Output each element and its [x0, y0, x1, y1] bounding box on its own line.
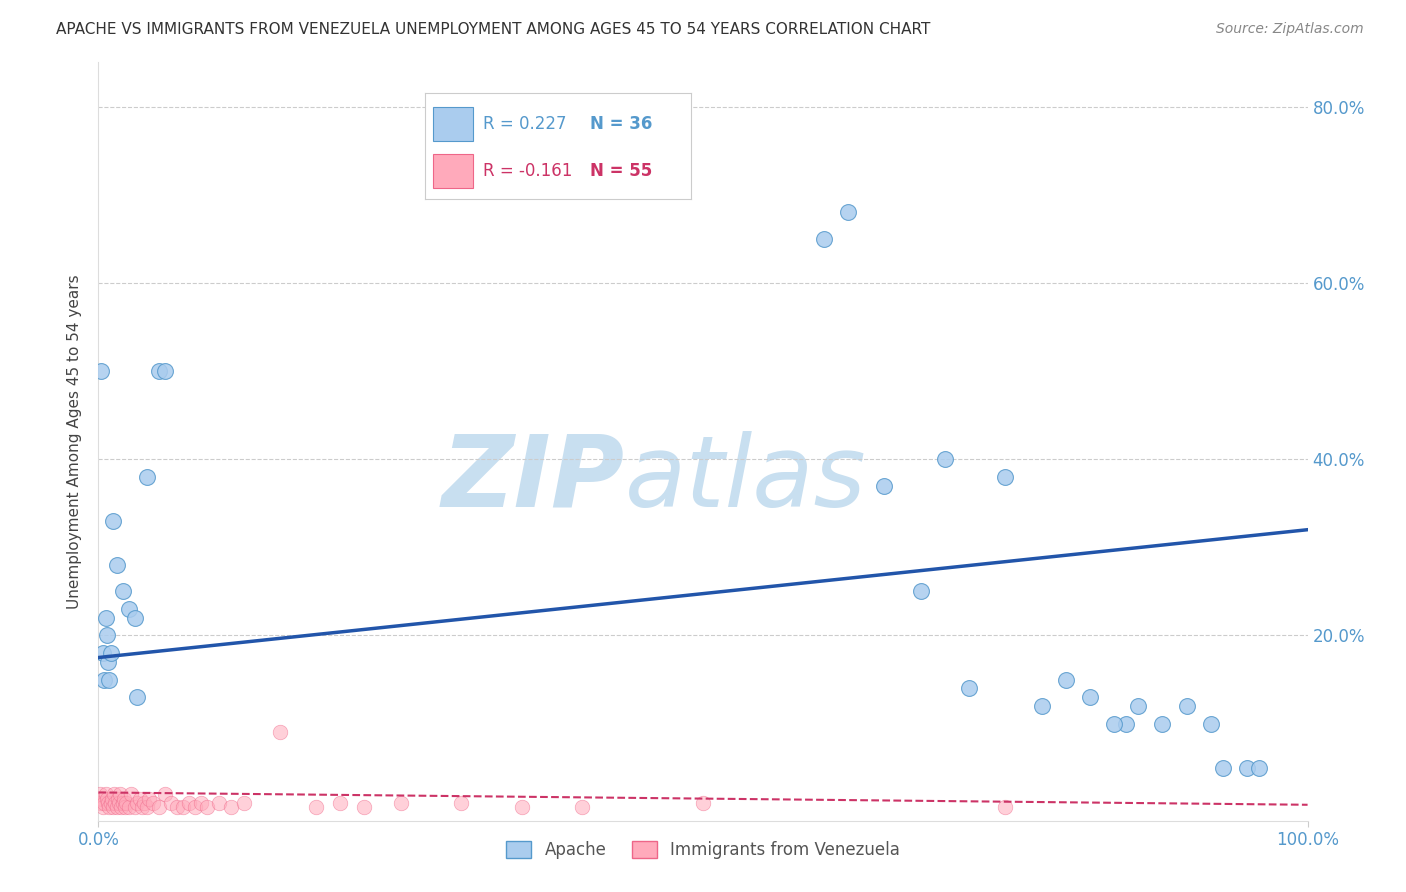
Point — [98, 800, 121, 814]
Point — [1199, 716, 1222, 731]
Point — [160, 796, 183, 810]
Point — [105, 800, 128, 814]
Text: APACHE VS IMMIGRANTS FROM VENEZUELA UNEMPLOYMENT AMONG AGES 45 TO 54 YEARS CORRE: APACHE VS IMMIGRANTS FROM VENEZUELA UNEM… — [56, 22, 931, 37]
Point — [108, 787, 131, 801]
Point — [153, 364, 176, 378]
Point — [1102, 716, 1125, 731]
Point — [124, 611, 146, 625]
Point — [450, 796, 472, 810]
Point — [208, 796, 231, 810]
Point — [305, 800, 328, 814]
Point — [1031, 699, 1053, 714]
Point — [571, 800, 593, 814]
Point — [134, 796, 156, 810]
Point — [96, 628, 118, 642]
Point — [131, 800, 153, 814]
Text: Source: ZipAtlas.com: Source: ZipAtlas.com — [1216, 22, 1364, 37]
Point — [93, 796, 115, 810]
Text: atlas: atlas — [624, 431, 866, 528]
Point — [90, 796, 112, 810]
Point — [100, 646, 122, 660]
Point — [100, 791, 122, 805]
Point — [90, 364, 112, 378]
Point — [98, 673, 121, 687]
Point — [837, 205, 859, 219]
Point — [94, 787, 117, 801]
Point — [1175, 699, 1198, 714]
Point — [994, 800, 1017, 814]
Point — [124, 800, 146, 814]
Point — [135, 800, 157, 814]
Point — [114, 800, 136, 814]
Point — [110, 800, 132, 814]
Point — [179, 796, 201, 810]
Point — [94, 611, 117, 625]
Point — [994, 470, 1017, 484]
Point — [120, 787, 142, 801]
Point — [148, 364, 170, 378]
Point — [957, 681, 980, 696]
Point — [97, 796, 120, 810]
Point — [135, 470, 157, 484]
Point — [93, 673, 115, 687]
Point — [1115, 716, 1137, 731]
Point — [97, 655, 120, 669]
Point — [111, 584, 134, 599]
Point — [118, 800, 141, 814]
Point — [104, 796, 127, 810]
Point — [873, 478, 896, 492]
Point — [934, 452, 956, 467]
Point — [127, 690, 149, 705]
Point — [510, 800, 533, 814]
Point — [1236, 761, 1258, 775]
Point — [101, 800, 124, 814]
Point — [1152, 716, 1174, 731]
Point — [329, 796, 352, 810]
Point — [91, 791, 114, 805]
Point — [105, 558, 128, 572]
Point — [142, 796, 165, 810]
Text: ZIP: ZIP — [441, 431, 624, 528]
Point — [1128, 699, 1150, 714]
Point — [103, 787, 125, 801]
Point — [101, 514, 124, 528]
Point — [269, 725, 291, 739]
Point — [112, 791, 135, 805]
Point — [813, 232, 835, 246]
Point — [127, 796, 149, 810]
Point — [221, 800, 243, 814]
Point — [118, 602, 141, 616]
Point — [107, 791, 129, 805]
Point — [195, 800, 218, 814]
Point — [232, 796, 254, 810]
Point — [91, 800, 114, 814]
Point — [389, 796, 412, 810]
Point — [1249, 761, 1271, 775]
Point — [692, 796, 714, 810]
Point — [91, 646, 114, 660]
Point — [166, 800, 188, 814]
Point — [128, 791, 150, 805]
Point — [1212, 761, 1234, 775]
Legend: Apache, Immigrants from Venezuela: Apache, Immigrants from Venezuela — [499, 834, 907, 865]
Point — [138, 791, 160, 805]
Point — [1054, 673, 1077, 687]
Point — [96, 791, 118, 805]
Point — [115, 796, 138, 810]
Point — [190, 796, 212, 810]
Point — [89, 787, 111, 801]
Point — [1078, 690, 1101, 705]
Y-axis label: Unemployment Among Ages 45 to 54 years: Unemployment Among Ages 45 to 54 years — [67, 274, 83, 609]
Point — [910, 584, 932, 599]
Point — [100, 796, 122, 810]
Point — [108, 796, 131, 810]
Point — [153, 787, 176, 801]
Point — [353, 800, 375, 814]
Point — [172, 800, 194, 814]
Point — [111, 796, 134, 810]
Point — [184, 800, 207, 814]
Point — [148, 800, 170, 814]
